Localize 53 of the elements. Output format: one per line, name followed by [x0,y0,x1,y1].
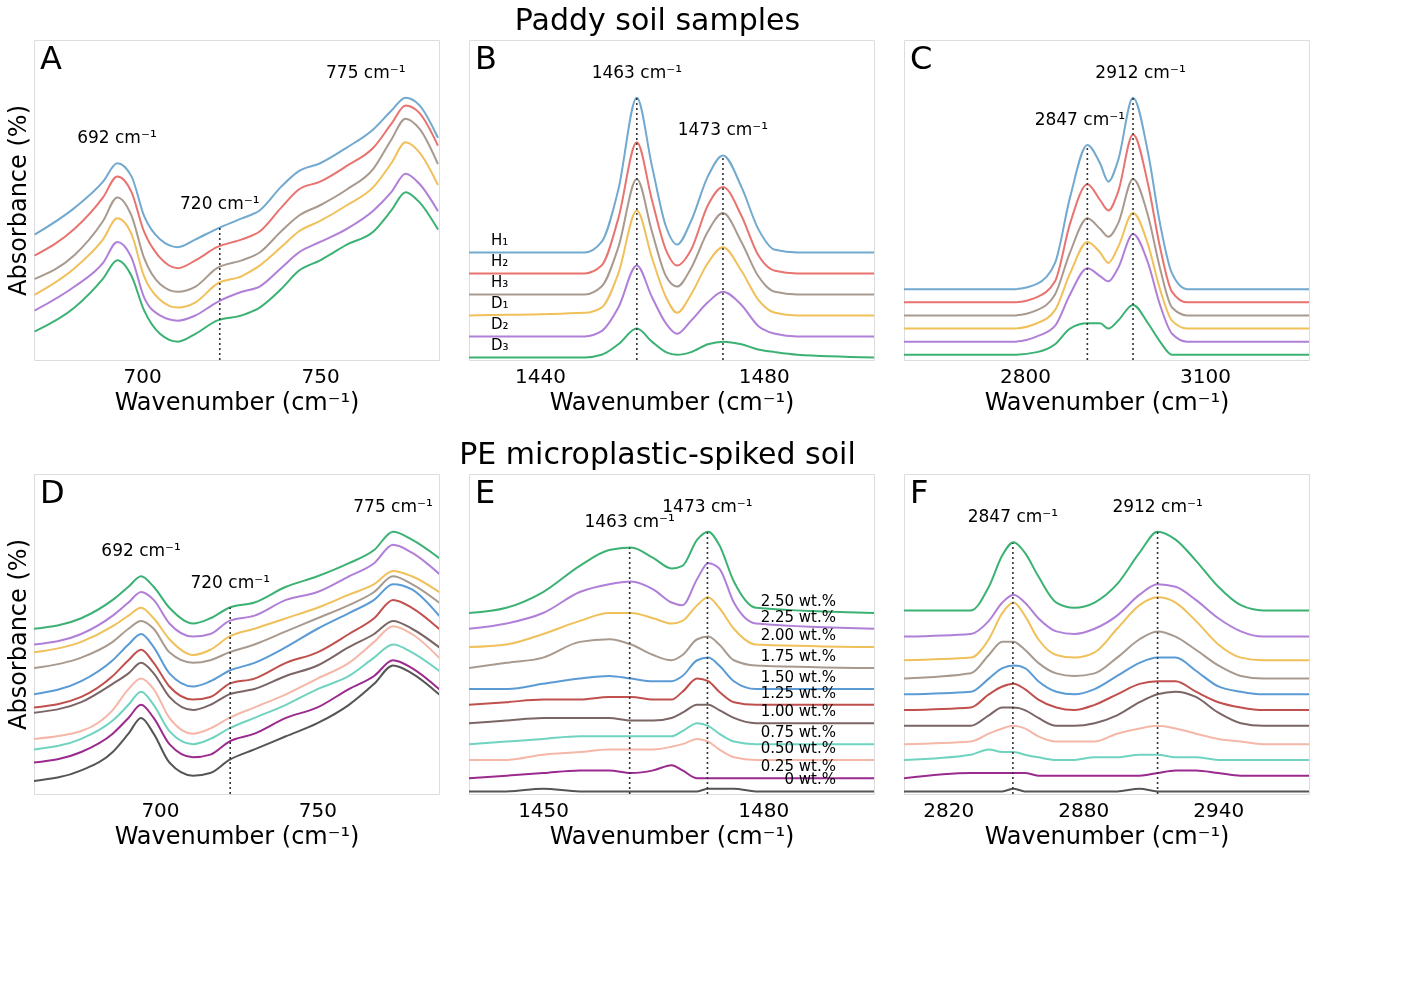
chart-title: PE microplastic-spiked soil [459,435,856,471]
y-axis-title: Absorbance (%) [3,539,32,730]
x-axis-title: Wavenumber (cm⁻¹) [549,821,795,850]
annotation: 692 cm⁻¹ [77,127,157,148]
x-axis-title: Wavenumber (cm⁻¹) [114,387,360,416]
annotation: 2847 cm⁻¹ [967,506,1059,527]
series-label: D₂ [491,315,509,334]
series-label: H₂ [491,252,509,271]
x-tick-label: 750 [298,797,338,822]
x-tick-label: 2800 [1000,363,1051,388]
x-tick-label: 2880 [1058,797,1110,822]
x-axis-title: Wavenumber (cm⁻¹) [984,821,1230,850]
x-axis-title: Wavenumber (cm⁻¹) [114,821,360,850]
text: A [40,39,62,77]
x-tick-label: 1450 [518,797,570,822]
series-label: H₁ [491,231,509,250]
x-tick-label: 1480 [738,797,790,822]
annotation: 2912 cm⁻¹ [1112,495,1203,516]
x-tick-label: 750 [301,363,340,388]
annotation: 1463 cm⁻¹ [584,511,675,532]
annotation: 775 cm⁻¹ [326,61,406,82]
series-label: 1.50 wt.% [760,668,836,687]
x-axis-title: Wavenumber (cm⁻¹) [984,387,1230,416]
annotation: 692 cm⁻¹ [101,540,181,561]
y-axis-title: Absorbance (%) [3,105,32,296]
annotation: 775 cm⁻¹ [353,495,433,516]
x-tick-label: 1480 [738,363,790,388]
text: D [40,473,65,511]
text: C [910,39,933,77]
x-axis-title: Wavenumber (cm⁻¹) [549,387,795,416]
series-label: 0.75 wt.% [760,723,836,742]
annotation: 720 cm⁻¹ [180,192,260,213]
x-tick-label: 3100 [1180,363,1231,388]
series-label: 1.00 wt.% [760,702,836,721]
x-tick-label: 1440 [515,363,566,388]
x-tick-label: 700 [141,797,180,822]
x-tick-label: 2940 [1193,797,1245,822]
x-tick-label: 2820 [923,797,975,822]
series-label: D₃ [491,336,509,355]
annotation: 720 cm⁻¹ [190,571,270,592]
text: F [910,473,929,511]
x-tick-label: 700 [123,363,162,388]
series-label: 1.75 wt.% [760,647,836,666]
annotation: 1463 cm⁻¹ [591,61,683,82]
series-label: H₃ [491,273,509,292]
annotation: 2847 cm⁻¹ [1034,108,1126,129]
chart-title: Paddy soil samples [514,1,801,37]
series-label: 2.00 wt.% [760,626,836,645]
annotation: 1473 cm⁻¹ [677,119,769,140]
text: B [475,39,497,77]
text: E [475,473,496,511]
annotation: 2912 cm⁻¹ [1095,61,1186,82]
series-label: D₁ [491,294,509,313]
